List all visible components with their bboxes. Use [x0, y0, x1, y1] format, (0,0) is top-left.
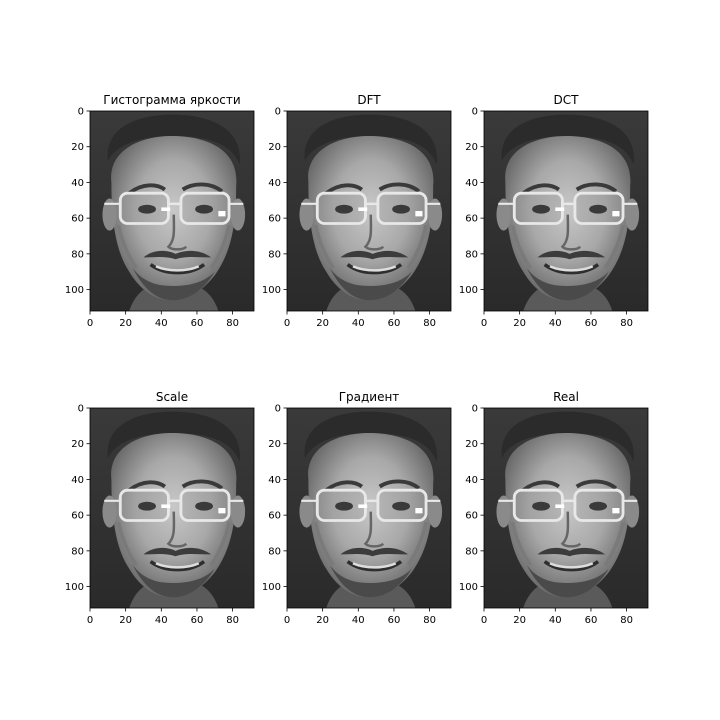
panel-5: Градиент 0 20 40 60 80 0 20 40 60 80 100	[262, 390, 453, 626]
x-tick-label: 40	[352, 318, 365, 329]
y-tick-label: 40	[71, 178, 84, 189]
x-tick-label: 0	[481, 615, 487, 626]
y-tick-label: 0	[78, 107, 84, 118]
y-tick-label: 80	[71, 546, 84, 557]
x-tick-label: 60	[388, 318, 401, 329]
x-tick-label: 60	[585, 615, 598, 626]
panel-title: Real	[553, 390, 579, 404]
x-tick-label: 60	[585, 318, 598, 329]
y-tick-label: 20	[268, 439, 281, 450]
x-tick-label: 20	[119, 615, 132, 626]
y-tick-label: 100	[459, 582, 478, 593]
y-tick-label: 80	[465, 249, 478, 260]
y-tick-label: 100	[262, 285, 281, 296]
x-tick-label: 80	[226, 318, 239, 329]
y-tick-label: 40	[465, 178, 478, 189]
y-tick-label: 80	[465, 546, 478, 557]
axes-frame	[483, 110, 649, 312]
face-image	[88, 406, 256, 610]
y-tick-label: 100	[459, 285, 478, 296]
x-tick-label: 60	[388, 615, 401, 626]
x-tick-label: 60	[191, 615, 204, 626]
axes-frame	[483, 407, 649, 609]
x-tick-label: 40	[549, 615, 562, 626]
y-tick-label: 60	[71, 214, 84, 225]
x-tick-label: 0	[87, 318, 93, 329]
face-image	[482, 109, 650, 313]
panel-title: Гистограмма яркости	[103, 93, 240, 107]
y-tick-label: 80	[71, 249, 84, 260]
y-tick-label: 60	[465, 214, 478, 225]
axes-frame	[89, 407, 255, 609]
y-tick-label: 20	[71, 439, 84, 450]
axes-frame	[286, 110, 452, 312]
panel-3: DCT 0 20 40 60 80 0 20 40 60 80 100	[459, 93, 650, 329]
x-tick-label: 0	[284, 615, 290, 626]
x-tick-label: 0	[481, 318, 487, 329]
panel-1: Гистограмма яркости 0 20 40 60 80 0 20 40 60 80 100	[65, 93, 256, 329]
x-tick-label: 0	[284, 318, 290, 329]
face-image	[482, 406, 650, 610]
y-tick-label: 80	[268, 249, 281, 260]
y-tick-label: 40	[465, 475, 478, 486]
x-tick-label: 80	[620, 318, 633, 329]
y-tick-label: 80	[268, 546, 281, 557]
x-tick-label: 40	[352, 615, 365, 626]
panel-2: DFT 0 20 40 60 80 0 20 40 60 80 100	[262, 93, 453, 329]
y-tick-label: 60	[268, 511, 281, 522]
x-tick-label: 80	[423, 318, 436, 329]
panel-title: DFT	[357, 93, 381, 107]
y-tick-label: 20	[268, 142, 281, 153]
panel-title: Scale	[156, 390, 188, 404]
x-tick-label: 20	[316, 318, 329, 329]
axes-frame	[286, 407, 452, 609]
y-tick-label: 0	[78, 404, 84, 415]
panel-title: Градиент	[339, 390, 400, 404]
panel-title: DCT	[554, 93, 580, 107]
y-tick-label: 40	[268, 475, 281, 486]
x-tick-label: 80	[423, 615, 436, 626]
x-tick-label: 0	[87, 615, 93, 626]
x-tick-label: 40	[155, 318, 168, 329]
x-tick-label: 20	[119, 318, 132, 329]
y-tick-label: 0	[275, 107, 281, 118]
x-tick-label: 20	[513, 318, 526, 329]
y-tick-label: 100	[65, 582, 84, 593]
x-tick-label: 60	[191, 318, 204, 329]
y-tick-label: 0	[275, 404, 281, 415]
x-tick-label: 40	[155, 615, 168, 626]
y-tick-label: 100	[262, 582, 281, 593]
x-tick-label: 80	[226, 615, 239, 626]
y-tick-label: 40	[268, 178, 281, 189]
y-tick-label: 60	[268, 214, 281, 225]
panel-6: Real 0 20 40 60 80 0 20 40 60 80 100	[459, 390, 650, 626]
face-image	[285, 109, 453, 313]
x-tick-label: 80	[620, 615, 633, 626]
y-tick-label: 20	[71, 142, 84, 153]
x-tick-label: 20	[513, 615, 526, 626]
axes-frame	[89, 110, 255, 312]
y-tick-label: 0	[472, 404, 478, 415]
face-image	[285, 406, 453, 610]
face-image	[88, 109, 256, 313]
panel-4: Scale 0 20 40 60 80 0 20 40 60 80 100	[65, 390, 256, 626]
x-tick-label: 20	[316, 615, 329, 626]
y-tick-label: 20	[465, 142, 478, 153]
y-tick-label: 40	[71, 475, 84, 486]
y-tick-label: 100	[65, 285, 84, 296]
y-tick-label: 60	[465, 511, 478, 522]
y-tick-label: 60	[71, 511, 84, 522]
y-tick-label: 20	[465, 439, 478, 450]
y-tick-label: 0	[472, 107, 478, 118]
x-tick-label: 40	[549, 318, 562, 329]
